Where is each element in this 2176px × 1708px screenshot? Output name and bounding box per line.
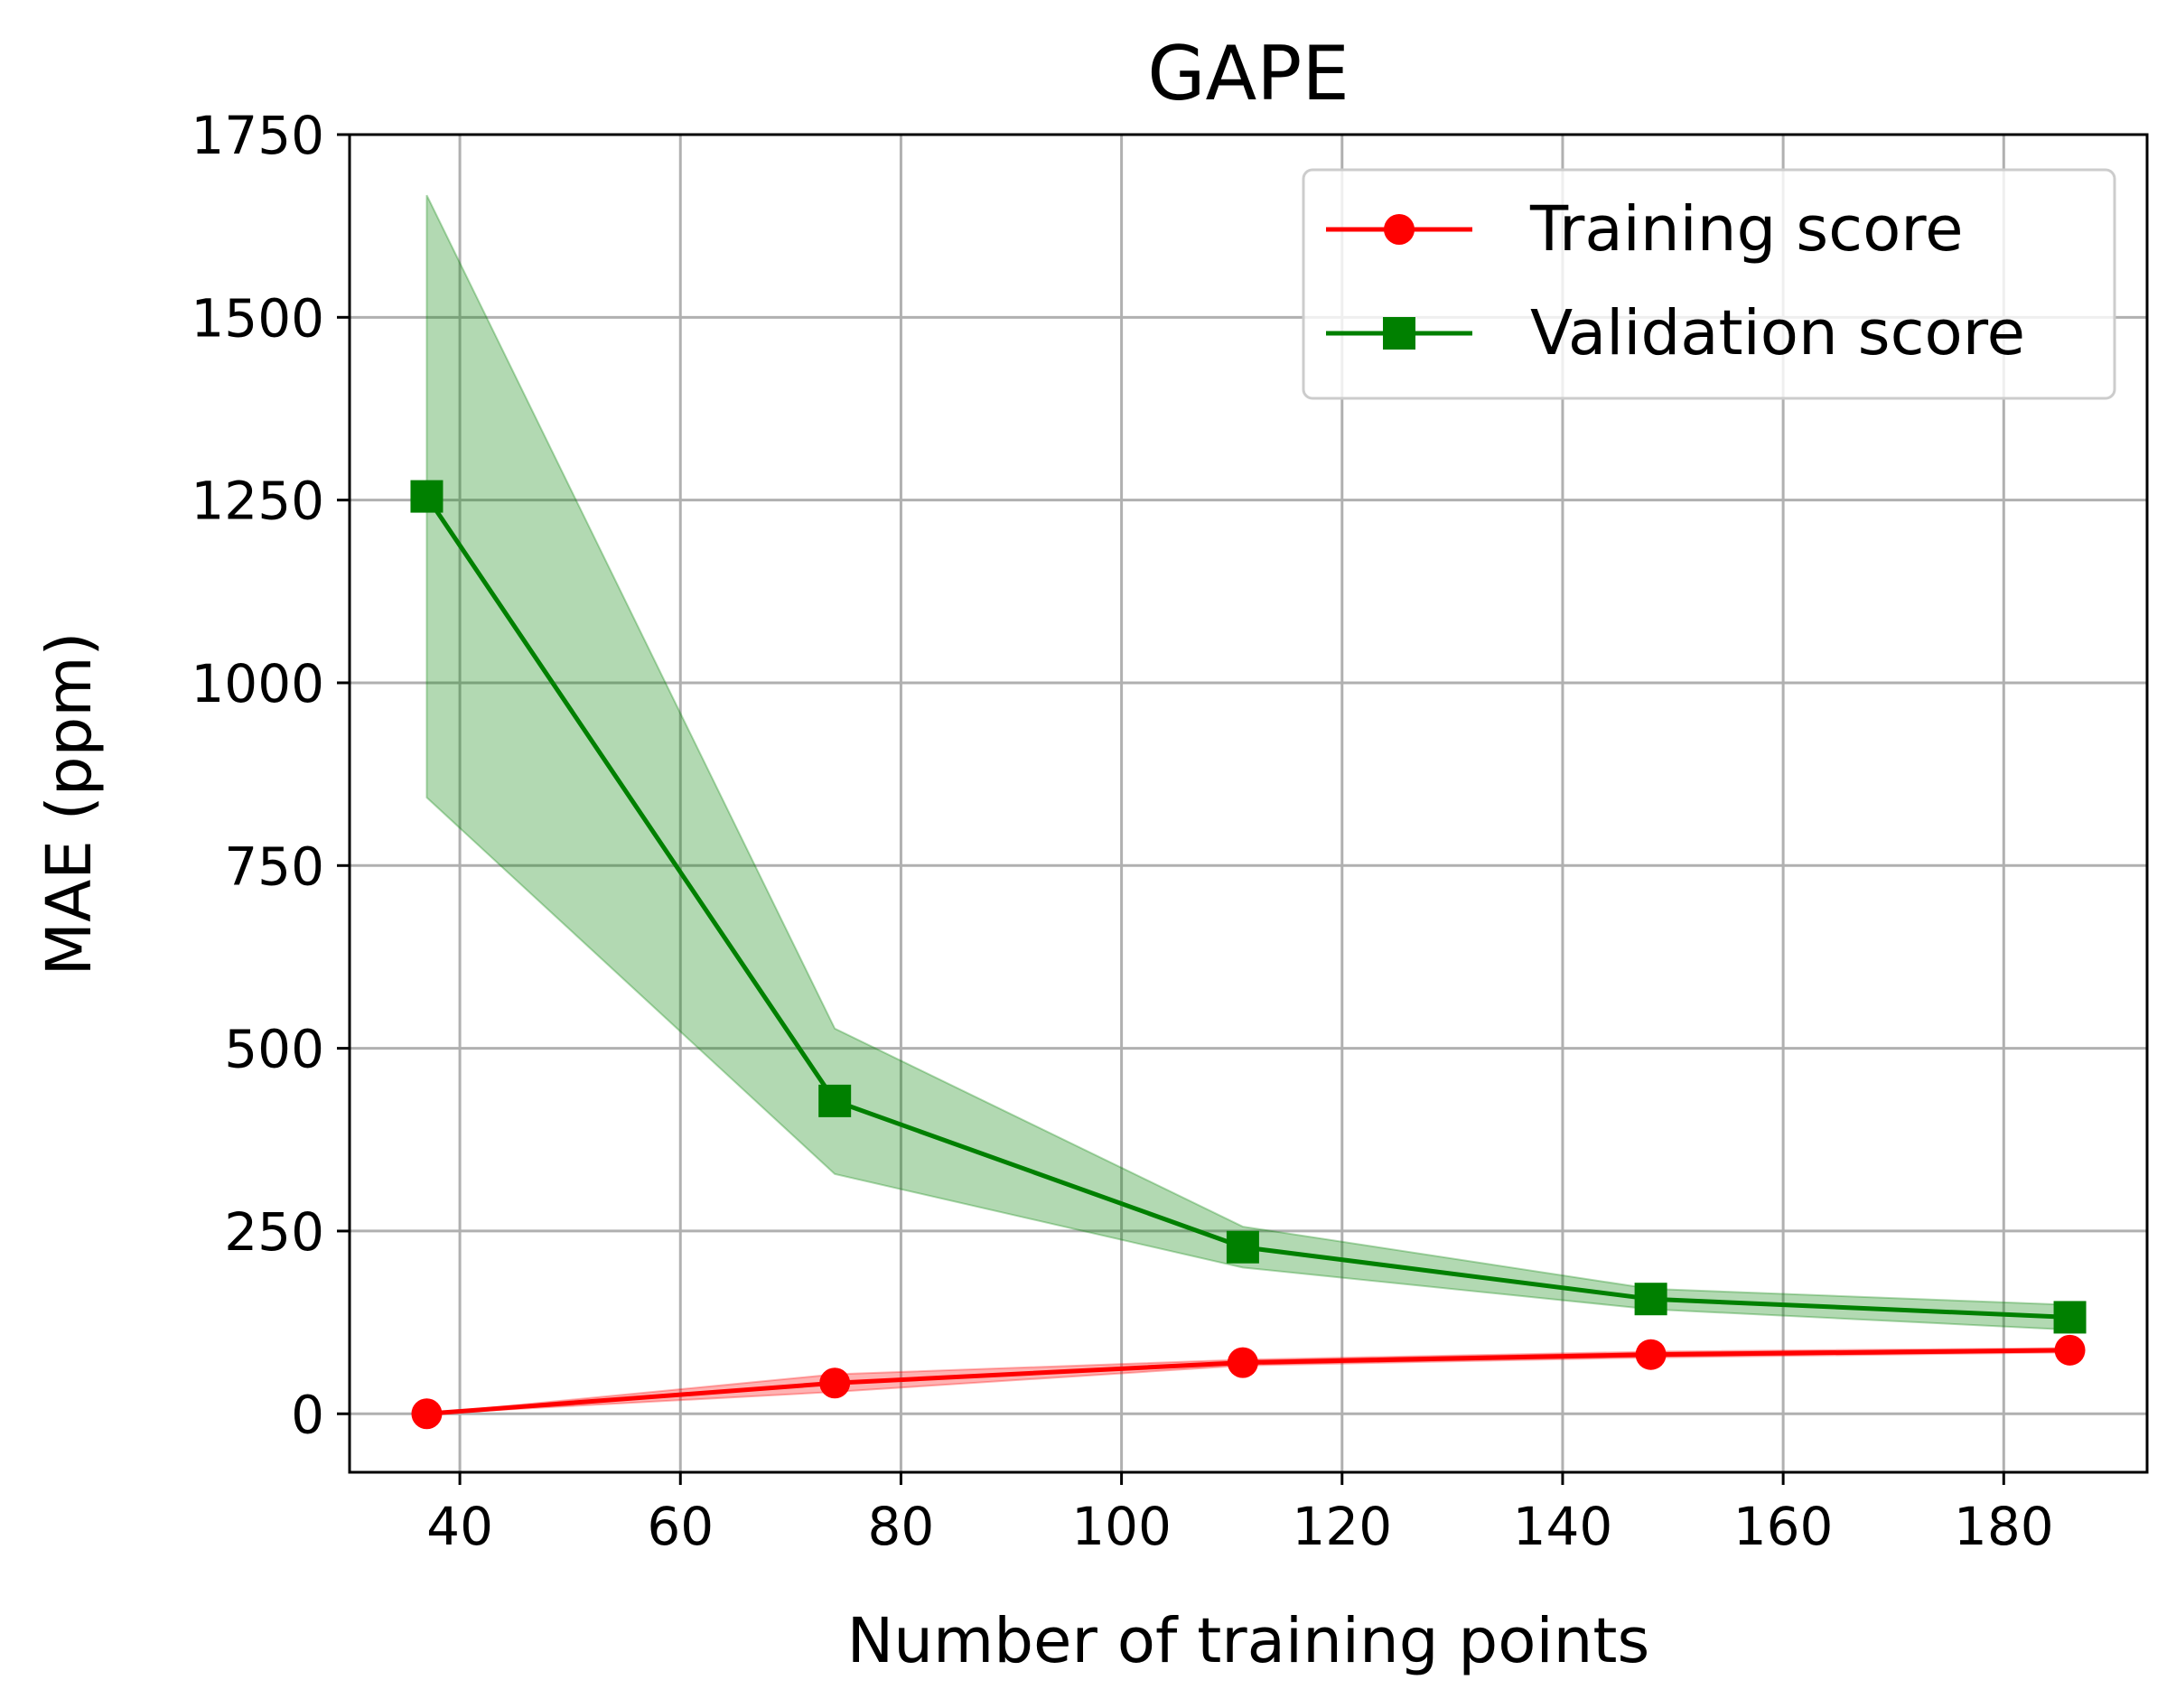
y-tick-label: 1500 (191, 287, 324, 349)
y-tick-label: 0 (291, 1384, 324, 1445)
x-tick-label: 180 (1954, 1496, 2054, 1557)
axis-ticks: 40 60 80 100 120 140 160 180 0 250 500 750 1000 1250 1… (191, 105, 2053, 1557)
training-score-point (1227, 1347, 1258, 1378)
plot-area-frame (348, 133, 2149, 1474)
legend: Training score Validation score (1302, 168, 2116, 400)
chart-title: GAPE (1147, 30, 1349, 117)
x-tick-label: 80 (868, 1496, 935, 1557)
y-tick-label: 250 (224, 1201, 324, 1263)
y-tick-label: 500 (224, 1019, 324, 1080)
training-score-point (819, 1367, 851, 1399)
validation-score-point (2053, 1301, 2087, 1334)
validation-score-point (1634, 1283, 1667, 1316)
x-tick-label: 160 (1733, 1496, 1834, 1557)
legend-marker-validation (1383, 317, 1415, 350)
training-score-point (2054, 1334, 2086, 1366)
y-tick-label: 1000 (191, 653, 324, 714)
legend-label-training: Training score (1529, 193, 1964, 266)
y-tick-label: 750 (224, 835, 324, 897)
training-score-point (1635, 1339, 1667, 1370)
series-markers (410, 480, 2087, 1430)
validation-score-point (410, 480, 444, 513)
x-tick-label: 100 (1071, 1496, 1172, 1557)
x-tick-label: 40 (426, 1496, 493, 1557)
validation-score-point (1226, 1230, 1259, 1264)
y-tick-label: 1250 (191, 471, 324, 532)
validation-score-point (818, 1084, 852, 1117)
legend-box (1302, 168, 2116, 400)
y-tick-label: 1750 (191, 105, 324, 166)
x-tick-label: 120 (1292, 1496, 1392, 1557)
legend-marker-training (1384, 214, 1415, 245)
y-axis-label: MAE (ppm) (33, 632, 106, 976)
x-axis-label: Number of training points (847, 1605, 1650, 1677)
x-tick-label: 140 (1513, 1496, 1613, 1557)
training-score-point (411, 1398, 443, 1430)
legend-label-validation: Validation score (1530, 297, 2025, 369)
x-tick-label: 60 (647, 1496, 714, 1557)
